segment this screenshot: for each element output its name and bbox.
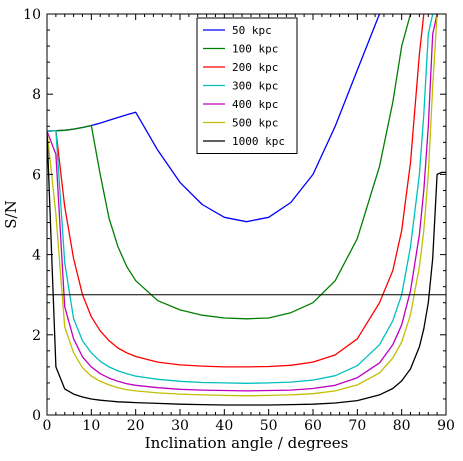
x-tick-label: 0 xyxy=(43,418,52,434)
legend-label: 100 kpc xyxy=(232,43,278,56)
series-layer xyxy=(47,14,446,406)
legend-label: 200 kpc xyxy=(232,61,278,74)
legend: 50 kpc 100 kpc 200 kpc 300 kpc 400 kpc 500 kp… xyxy=(196,17,298,154)
x-tick-label: 70 xyxy=(348,418,366,434)
legend-label: 300 kpc xyxy=(232,80,278,93)
y-tick-label: 10 xyxy=(23,7,41,23)
x-tick-label: 10 xyxy=(82,418,100,434)
x-tick-label: 90 xyxy=(437,418,455,434)
series-line-1000-kpc xyxy=(47,131,446,406)
series-line-100-kpc xyxy=(47,14,412,320)
series-line-500-kpc xyxy=(47,14,438,397)
x-tick-label: 30 xyxy=(171,418,189,434)
x-tick-label: 40 xyxy=(215,418,233,434)
y-tick-label: 6 xyxy=(32,167,41,183)
y-tick-label: 4 xyxy=(32,248,41,264)
legend-label: 50 kpc xyxy=(232,24,272,37)
legend-label: 1000 kpc xyxy=(232,135,285,148)
x-tick-label: 60 xyxy=(304,418,322,434)
legend-label: 500 kpc xyxy=(232,117,278,130)
y-tick-label: 0 xyxy=(32,408,41,424)
x-tick-label: 50 xyxy=(260,418,278,434)
y-tick-label: 8 xyxy=(32,87,41,103)
plot-frame xyxy=(46,13,447,416)
series-line-400-kpc xyxy=(47,14,438,392)
tick-labels: 0 10 20 30 40 50 60 70 80 90 0 2 4 6 8 10 xyxy=(23,7,455,434)
y-tick-label: 2 xyxy=(32,328,41,344)
legend-label: 400 kpc xyxy=(232,98,278,111)
series-line-200-kpc xyxy=(47,14,425,368)
y-axis-label: S/N xyxy=(2,200,20,228)
axis-ticks xyxy=(46,13,447,416)
x-axis-label: Inclination angle / degrees xyxy=(145,434,349,452)
x-tick-label: 20 xyxy=(127,418,145,434)
x-tick-label: 80 xyxy=(393,418,411,434)
series-line-300-kpc xyxy=(47,14,434,384)
